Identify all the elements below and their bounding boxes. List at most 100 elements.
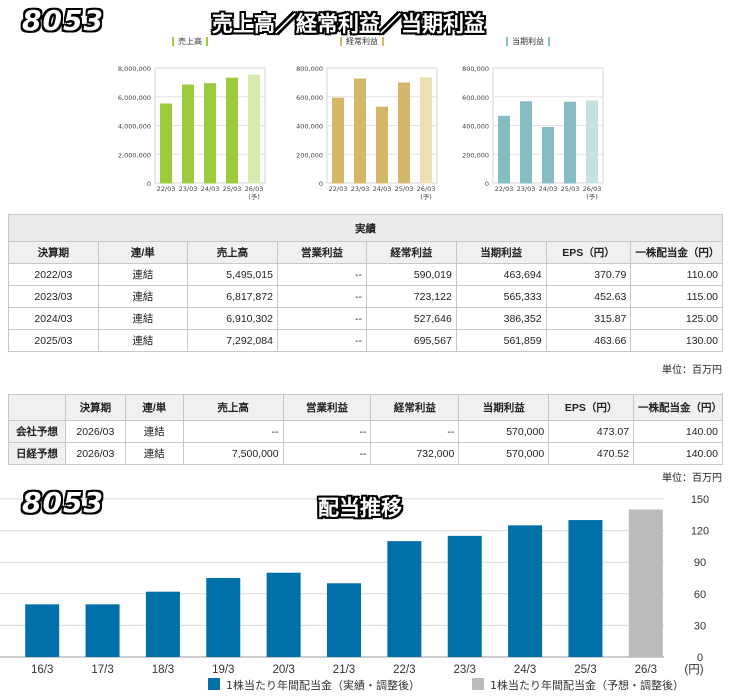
x-tick-label: 24/03 [201,185,220,193]
x-tick-label: 25/03 [223,185,242,193]
mini-chart-legend: 売上高 [110,36,270,47]
dividend-chart: 0 30 60 90 120 150 16/3 17/3 18/3 19/3 20/3 21/3 22/… [0,494,709,692]
x-tick-label: 22/3 [393,664,415,676]
results-cell: 7,292,084 [186,329,278,352]
x-tick-label: 24/03 [539,185,558,193]
dividend-bar [25,604,60,657]
results-cell: 370.79 [545,263,632,286]
bar [564,101,576,184]
mini-chart-ordinary-profit: 経常利益 800,000 600,000 400,000 200,000 0 22/03 2… [282,36,442,208]
y-tick-label: 6,000,000 [118,94,151,102]
x-tick-label: 23/03 [351,185,370,193]
results-row: 2023/03 連結 6,817,872 -- 723,122 565,333 452.63… [8,285,723,308]
bar [226,77,238,184]
results-cell: 連結 [97,263,188,286]
results-cell: 2023/03 [8,285,99,308]
forecast-table: 決算期 連/単 売上高 営業利益 経常利益 当期利益 EPS（円） 一株配当金（円） 会社予想… [8,394,723,465]
results-cell: -- [276,263,368,286]
forecast-cell: 会社予想 [8,420,66,443]
legend-marker [548,37,550,46]
forecast-header-cell: 連/単 [124,394,184,421]
x-unit-label: (円) [684,664,703,676]
x-tick-label: 26/3 [635,664,657,676]
bar [204,83,216,184]
dividend-bar [568,520,603,657]
y-tick-label: 600,000 [462,94,489,102]
forecast-cell: 7,500,000 [182,442,284,465]
results-cell: 561,859 [455,329,547,352]
forecast-header-cell: 当期利益 [458,394,550,421]
forecast-cell: 570,000 [458,420,550,443]
legend-marker [506,37,508,46]
forecast-row: 日経予想 2026/03 連結 7,500,000 -- 732,000 570,000 47… [8,442,723,465]
results-cell: 452.63 [545,285,632,308]
forecast-header-cell: 経常利益 [370,394,460,421]
y-tick-label: 200,000 [462,151,489,159]
results-row: 2025/03 連結 7,292,084 -- 695,567 561,859 463.66… [8,329,723,352]
y-tick-label: 4,000,000 [118,123,151,131]
forecast-label: (予) [420,193,432,201]
mini-chart-svg: 8,000,000 6,000,000 4,000,000 2,000,000 0 22/… [118,65,266,201]
forecast-header-cell: 売上高 [182,394,284,421]
y-tick-label: 2,000,000 [118,151,151,159]
results-cell: 連結 [97,307,188,330]
dividend-bar [85,604,120,657]
y-tick-label: 90 [694,557,706,569]
forecast-header-row: 決算期 連/単 売上高 営業利益 経常利益 当期利益 EPS（円） 一株配当金（円） [8,394,723,421]
forecast-header-cell [8,394,66,421]
bar [498,115,510,184]
forecast-cell: 470.52 [548,442,635,465]
bar [520,101,532,184]
x-tick-label: 21/3 [333,664,355,676]
legend-marker [172,37,174,46]
results-cell: 130.00 [630,329,723,352]
x-tick-label: 20/3 [272,664,294,676]
forecast-cell: 140.00 [633,442,723,465]
x-tick-label: 22/03 [495,185,514,193]
results-cell: 723,122 [366,285,457,308]
x-tick-label: 23/03 [179,185,198,193]
bar [420,77,432,184]
y-tick-label: 800,000 [296,65,323,73]
x-tick-label: 25/3 [574,664,596,676]
y-tick-label: 600,000 [296,94,323,102]
bar [398,82,410,184]
results-cell: 315.87 [545,307,632,330]
y-tick-label: 150 [691,494,709,506]
results-cell: 5,495,015 [186,263,278,286]
results-cell: 連結 [97,285,188,308]
bar [586,100,598,184]
y-tick-label: 400,000 [296,123,323,131]
dividend-bar [628,509,663,657]
legend-label-actual: 1株当たり年間配当金（実績・調整後） [226,678,420,692]
mini-chart-net-profit: 当期利益 800,000 600,000 400,000 200,000 0 22/03 2… [448,36,608,208]
forecast-header-cell: EPS（円） [548,394,635,421]
results-header-cell: 売上高 [186,241,278,264]
mini-chart-legend: 当期利益 [448,36,608,47]
mini-chart-sales: 売上高 8,000,000 6,000,000 4,000,000 2,000,000… [110,36,270,208]
x-tick-label: 26/03 [583,185,602,193]
results-header-cell: 連/単 [97,241,188,264]
dividend-bar [327,583,361,657]
legend-swatch-forecast [472,678,484,690]
forecast-cell: 570,000 [458,442,550,465]
legend-label: 当期利益 [512,37,544,46]
forecast-cell: 日経予想 [8,442,66,465]
results-cell: 695,567 [366,329,457,352]
results-cell: -- [276,329,368,352]
forecast-cell: -- [182,420,284,443]
results-header-cell: 決算期 [8,241,99,264]
y-tick-label: 60 [694,589,706,601]
dividend-bar [447,535,482,657]
bar [542,126,554,184]
forecast-cell: 2026/03 [64,442,126,465]
results-cell: 2025/03 [8,329,99,352]
legend-marker [206,37,208,46]
bar [376,106,388,184]
y-tick-label: 0 [147,180,151,188]
x-tick-label: 22/03 [329,185,348,193]
dividend-bar [387,541,422,657]
y-tick-label: 0 [697,652,703,664]
results-cell: 2022/03 [8,263,99,286]
results-cell: 125.00 [630,307,723,330]
